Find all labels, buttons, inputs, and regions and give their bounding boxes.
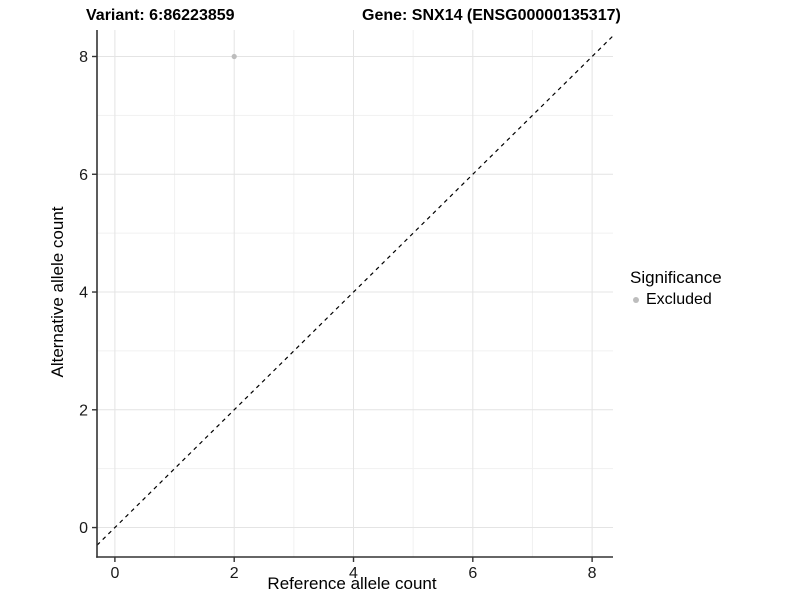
identity-reference-line (96, 35, 614, 546)
plot-title-gene: Gene: SNX14 (ENSG00000135317) (362, 7, 621, 24)
legend-item-label: Excluded (646, 291, 712, 308)
y-tick-label: 4 (79, 285, 88, 302)
x-tick-label: 4 (349, 565, 358, 582)
x-tick-label: 8 (588, 565, 597, 582)
x-tick-label: 6 (468, 565, 477, 582)
y-tick-label: 0 (79, 520, 88, 537)
data-point-excluded (231, 53, 237, 60)
y-tick-label: 8 (79, 49, 88, 66)
x-tick-label: 0 (110, 565, 119, 582)
y-axis-label: Alternative allele count (48, 206, 67, 378)
legend-item-excluded: Excluded (630, 291, 722, 309)
y-tick-label: 2 (79, 402, 88, 419)
y-tick-label: 6 (79, 167, 88, 184)
excluded-point-icon (633, 297, 639, 303)
plot-title-variant: Variant: 6:86223859 (86, 7, 235, 24)
x-axis-label: Reference allele count (267, 574, 437, 593)
x-tick-label: 2 (230, 565, 239, 582)
legend-title: Significance (630, 268, 722, 287)
legend: Significance Excluded (630, 268, 722, 309)
